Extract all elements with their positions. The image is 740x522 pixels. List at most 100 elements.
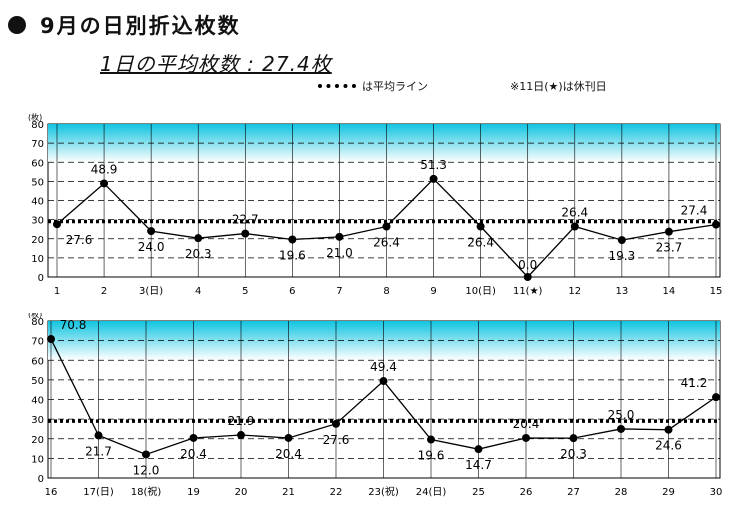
x-tick-label: 4 bbox=[195, 286, 201, 297]
data-label: 27.6 bbox=[66, 233, 93, 247]
x-tick-label: 1 bbox=[54, 286, 60, 297]
data-point bbox=[194, 234, 203, 243]
data-point bbox=[284, 433, 293, 442]
data-point bbox=[712, 393, 720, 402]
y-tick-label: 10 bbox=[31, 454, 44, 465]
data-label: 20.3 bbox=[185, 247, 212, 261]
data-point bbox=[664, 425, 673, 434]
page-title: 9月の日別折込枚数 bbox=[40, 14, 241, 38]
x-tick-label: 6 bbox=[289, 286, 295, 297]
data-point bbox=[570, 222, 579, 231]
average-subtitle: 1日の平均枚数 : 27.4枚 bbox=[100, 52, 332, 76]
data-label: 26.4 bbox=[561, 206, 588, 220]
data-point bbox=[427, 435, 435, 444]
data-label: 19.3 bbox=[608, 249, 635, 263]
data-label: 51.3 bbox=[420, 158, 447, 172]
x-tick-label: 11(★) bbox=[513, 286, 543, 297]
data-label: 14.7 bbox=[465, 458, 492, 472]
data-label: 20.3 bbox=[560, 447, 587, 461]
data-label: 21.0 bbox=[326, 246, 353, 260]
data-point bbox=[664, 227, 673, 236]
data-point bbox=[617, 236, 626, 245]
data-point bbox=[429, 174, 438, 183]
x-tick-label: 14 bbox=[663, 286, 676, 297]
x-tick-label: 27 bbox=[567, 487, 580, 498]
x-tick-label: 21 bbox=[282, 487, 295, 498]
data-label: 27.4 bbox=[681, 204, 708, 218]
x-tick-label: 16 bbox=[45, 487, 58, 498]
x-tick-label: 10(日) bbox=[465, 286, 496, 297]
data-point bbox=[522, 433, 530, 442]
x-tick-label: 25 bbox=[472, 487, 485, 498]
holiday-note: ※11日(★)は休刊日 bbox=[510, 80, 607, 93]
x-tick-label: 28 bbox=[615, 487, 628, 498]
y-axis-label: (枚) bbox=[28, 313, 42, 319]
data-point bbox=[142, 450, 150, 459]
x-tick-label: 8 bbox=[383, 286, 389, 297]
data-label: 20.4 bbox=[275, 447, 302, 461]
x-tick-label: 3(日) bbox=[139, 286, 163, 297]
data-point bbox=[237, 431, 245, 440]
y-tick-label: 40 bbox=[31, 396, 44, 407]
data-label: 19.6 bbox=[418, 449, 445, 463]
data-point bbox=[147, 227, 156, 236]
x-tick-label: 12 bbox=[568, 286, 581, 297]
data-label: 21.7 bbox=[85, 444, 112, 458]
data-label: 49.4 bbox=[370, 360, 397, 374]
data-point bbox=[523, 273, 532, 281]
data-point bbox=[476, 222, 485, 231]
x-tick-label: 30 bbox=[710, 487, 723, 498]
data-label: 22.7 bbox=[232, 213, 259, 227]
data-label: 70.8 bbox=[60, 318, 87, 332]
x-tick-label: 22 bbox=[330, 487, 343, 498]
y-tick-label: 50 bbox=[31, 177, 44, 188]
average-legend: は平均ライン bbox=[318, 78, 428, 94]
data-point bbox=[474, 445, 483, 454]
y-tick-label: 50 bbox=[31, 376, 44, 387]
y-tick-label: 40 bbox=[31, 197, 44, 208]
data-point bbox=[241, 229, 250, 238]
data-point bbox=[332, 419, 340, 428]
average-legend-label: は平均ライン bbox=[362, 80, 428, 93]
data-label: 26.4 bbox=[373, 236, 400, 250]
data-label: 24.6 bbox=[655, 439, 682, 453]
y-tick-label: 70 bbox=[31, 337, 44, 348]
x-tick-label: 9 bbox=[430, 286, 436, 297]
chart-days-16-30: 0 10 20 30 40 50 60 70 80(枚) 16 17(日) 18(祝) 19 20 21 22… bbox=[28, 313, 723, 498]
x-tick-label: 20 bbox=[235, 487, 248, 498]
x-tick-label: 7 bbox=[336, 286, 342, 297]
x-tick-label: 5 bbox=[242, 286, 248, 297]
data-point bbox=[189, 433, 198, 442]
data-point bbox=[617, 424, 625, 433]
y-tick-label: 60 bbox=[31, 356, 44, 367]
data-point bbox=[53, 220, 61, 229]
data-point bbox=[712, 220, 720, 229]
data-label: 0.0 bbox=[518, 258, 537, 272]
data-label: 20.4 bbox=[513, 417, 540, 431]
x-tick-label: 26 bbox=[520, 487, 533, 498]
bullet-icon bbox=[8, 16, 26, 34]
y-tick-label: 30 bbox=[31, 216, 44, 227]
data-point bbox=[94, 431, 103, 440]
data-point bbox=[335, 232, 344, 241]
x-tick-label: 29 bbox=[662, 487, 675, 498]
y-axis-label: (枚) bbox=[28, 112, 42, 122]
data-label: 12.0 bbox=[133, 463, 160, 477]
data-label: 26.4 bbox=[467, 236, 494, 250]
data-label: 21.9 bbox=[228, 414, 255, 428]
data-point bbox=[47, 335, 55, 344]
y-tick-label: 0 bbox=[38, 273, 44, 284]
x-tick-label: 24(日) bbox=[416, 487, 447, 498]
data-label: 48.9 bbox=[91, 162, 118, 176]
x-tick-label: 19 bbox=[187, 487, 200, 498]
data-label: 23.7 bbox=[656, 241, 683, 255]
data-point bbox=[569, 434, 578, 443]
dotted-line-icon bbox=[318, 84, 356, 88]
y-tick-label: 0 bbox=[38, 474, 44, 485]
data-label: 19.6 bbox=[279, 249, 306, 263]
data-label: 41.2 bbox=[681, 376, 708, 390]
x-tick-label: 13 bbox=[615, 286, 628, 297]
y-tick-label: 80 bbox=[31, 120, 44, 131]
x-tick-label: 17(日) bbox=[83, 487, 114, 498]
